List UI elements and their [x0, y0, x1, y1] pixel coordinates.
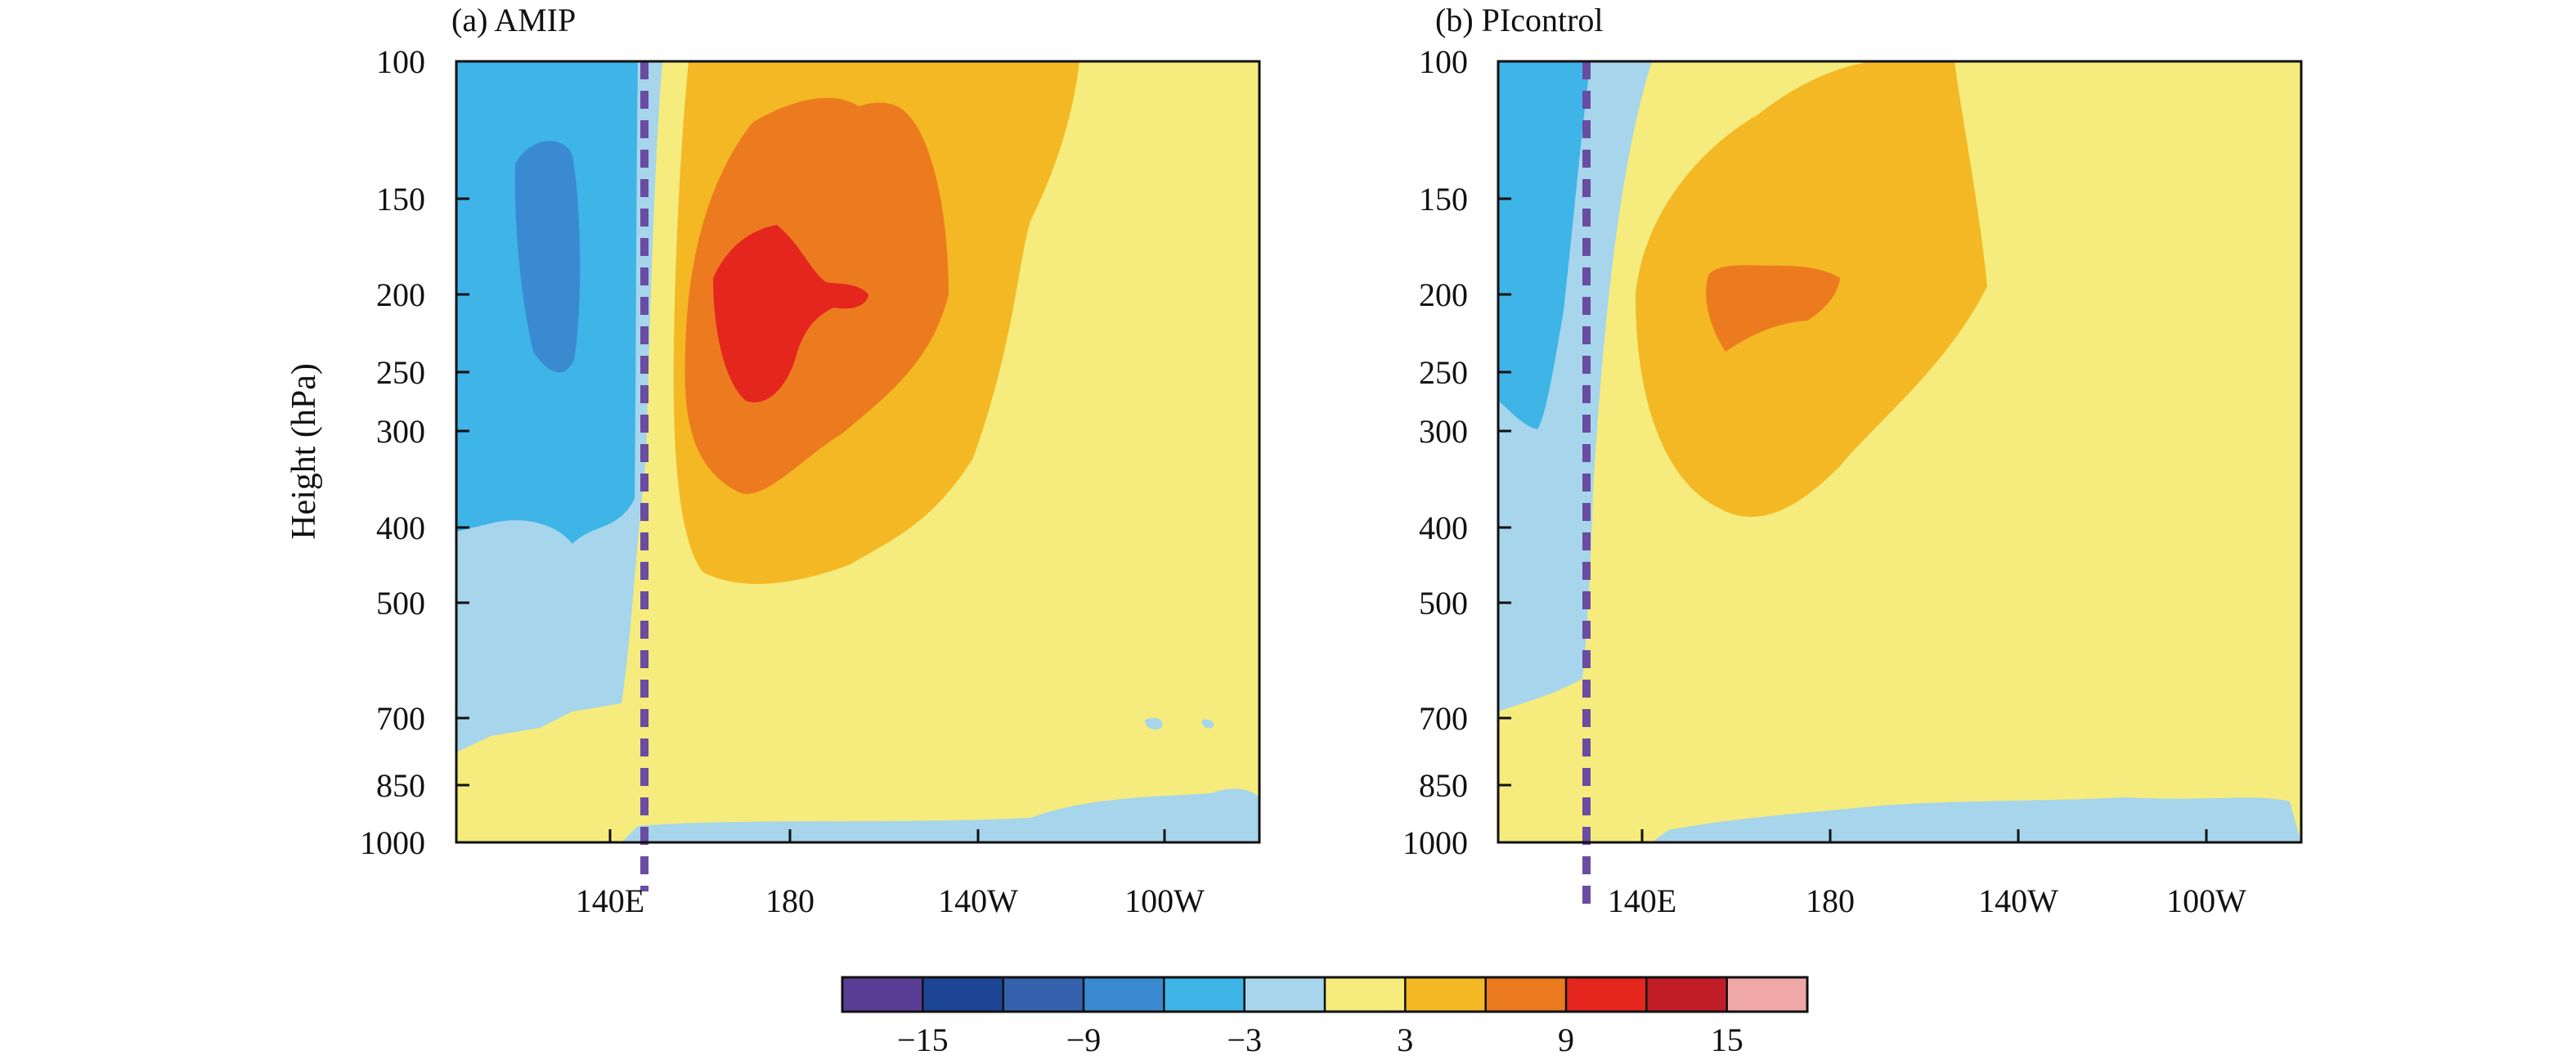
panel-a-x-labels: 140E 180 140W 100W [576, 882, 1205, 919]
panel-a-title: (a) AMIP [451, 2, 576, 38]
colorbar-tick-label: −3 [1227, 1021, 1262, 1058]
x-tick-label: 140E [1608, 882, 1676, 919]
panel-b-pos-6to9 [1706, 265, 1840, 352]
y-tick-label: 500 [1419, 585, 1468, 622]
colorbar-tick-label: 9 [1558, 1021, 1574, 1058]
colorbar-frame [841, 976, 1809, 1013]
y-tick-label: 1000 [360, 824, 425, 861]
panel-b: (b) PIcontrol 100 150 200 250 [1402, 2, 2303, 919]
y-tick-label: 250 [376, 354, 425, 391]
colorbar-bin [1405, 977, 1486, 1012]
x-tick-label: 180 [1806, 882, 1855, 919]
panel-b-x-ticks [1640, 829, 2208, 842]
y-tick-label: 700 [376, 700, 425, 737]
x-tick-label: 100W [2166, 882, 2246, 919]
panel-a-neg-6to9 [514, 141, 581, 373]
panel-b-contours [1498, 61, 2301, 842]
y-tick-label: 700 [1419, 700, 1468, 737]
y-tick-label: 850 [1419, 767, 1468, 804]
panel-b-title: (b) PIcontrol [1435, 2, 1604, 38]
colorbar-labels: −15 −9 −3 3 9 15 [897, 1021, 1744, 1058]
colorbar-bin [1566, 977, 1647, 1012]
panel-b-surface-neg [1652, 797, 2301, 842]
y-tick-label: 500 [376, 585, 425, 622]
colorbar-tick-label: −9 [1066, 1021, 1102, 1058]
y-tick-label: 400 [1419, 510, 1468, 546]
colorbar-tick-label: −15 [897, 1021, 949, 1058]
x-tick-label: 140W [938, 882, 1018, 919]
y-tick-label: 200 [1419, 276, 1468, 313]
colorbar-bin [1164, 977, 1245, 1012]
panel-b-x-labels: 140E 180 140W 100W [1608, 882, 2246, 919]
colorbar-bin [1325, 977, 1406, 1012]
colorbar-bin [1003, 977, 1084, 1012]
panel-b-frame [1497, 60, 2303, 844]
panel-a-x-ticks [608, 829, 1166, 842]
y-tick-label: 300 [376, 413, 425, 450]
y-tick-label: 100 [376, 43, 425, 80]
colorbar-bin [1646, 977, 1727, 1012]
panel-a-y-labels: 100 150 200 250 300 400 500 700 850 1000 [360, 43, 425, 861]
colorbar-bin [922, 977, 1003, 1012]
y-tick-label: 150 [376, 181, 425, 218]
x-tick-label: 140W [1978, 882, 2058, 919]
y-tick-label: 1000 [1402, 824, 1468, 861]
colorbar-bin [842, 977, 923, 1012]
x-tick-label: 180 [765, 882, 815, 919]
y-axis-label: Height (hPa) [285, 363, 323, 540]
colorbar-bin [1726, 977, 1807, 1012]
colorbar-tick-label: 15 [1711, 1021, 1744, 1058]
panel-a-contours [456, 61, 1259, 842]
panel-a-frame [455, 60, 1261, 844]
colorbar-bin [1244, 977, 1325, 1012]
x-tick-label: 100W [1124, 882, 1205, 919]
y-tick-label: 200 [376, 276, 425, 313]
panel-a-pos-9to12 [713, 225, 868, 402]
panel-a-surface-neg [622, 788, 1259, 842]
panel-a-y-ticks [456, 60, 469, 787]
y-tick-label: 100 [1419, 43, 1468, 80]
panel-b-neg-3to6 [1498, 61, 1591, 429]
panel-b-y-labels: 100 150 200 250 300 400 500 700 850 1000 [1402, 43, 1468, 861]
colorbar-bin [1084, 977, 1165, 1012]
panel-b-y-ticks [1498, 60, 1511, 787]
panel-a: (a) AMIP [360, 2, 1261, 919]
y-tick-label: 400 [376, 510, 425, 546]
panel-a-speck [1145, 718, 1214, 730]
colorbar-tick-label: 3 [1397, 1021, 1413, 1058]
y-tick-label: 300 [1419, 413, 1468, 450]
colorbar: −15 −9 −3 3 9 15 [841, 976, 1809, 1058]
y-tick-label: 150 [1419, 181, 1468, 218]
y-tick-label: 850 [376, 767, 425, 804]
x-tick-label: 140E [576, 882, 644, 919]
colorbar-bin [1485, 977, 1566, 1012]
y-tick-label: 250 [1419, 354, 1468, 391]
